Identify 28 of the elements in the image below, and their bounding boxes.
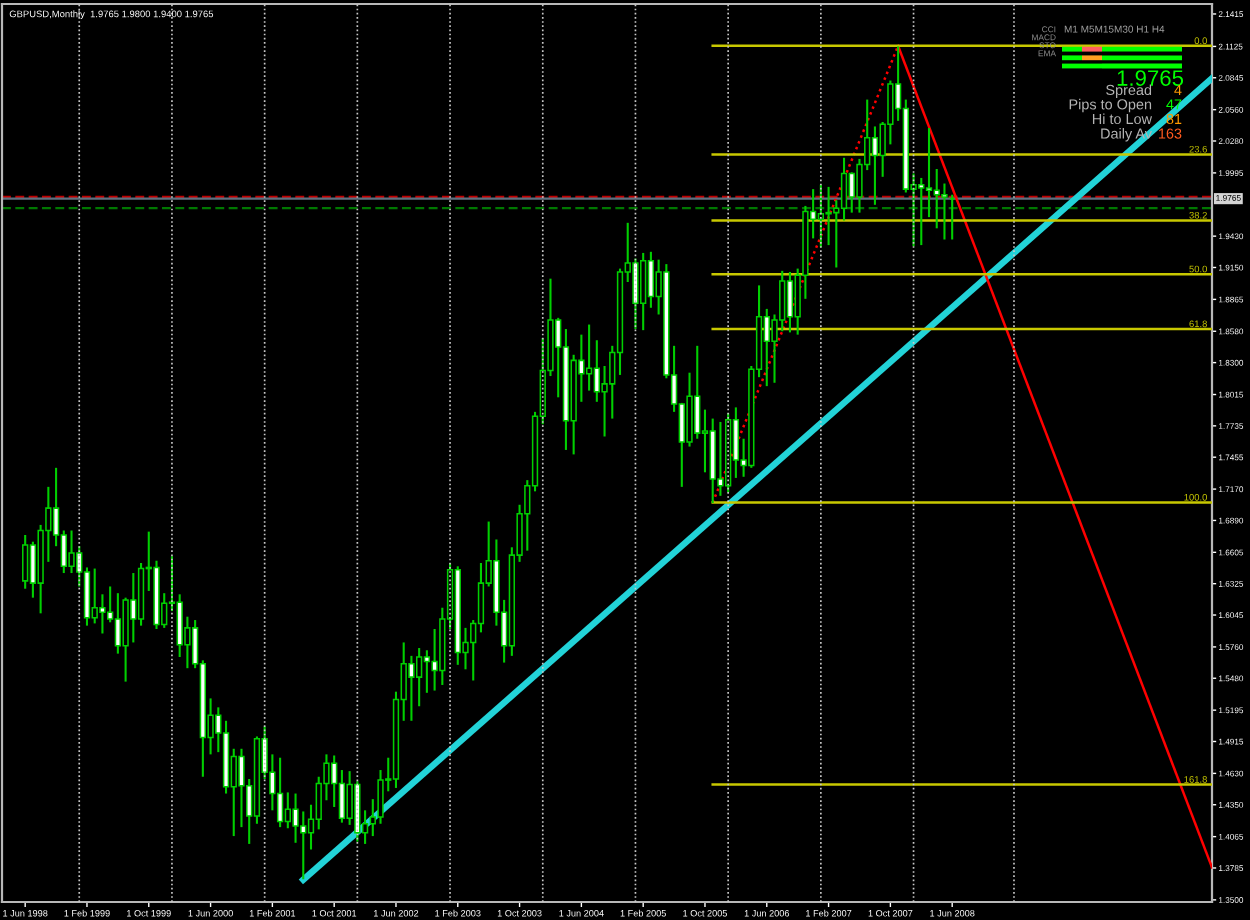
candlestick <box>346 770 353 826</box>
candlestick <box>848 171 855 214</box>
candlestick <box>732 406 740 479</box>
candlestick <box>640 251 647 332</box>
candlestick <box>68 529 75 575</box>
candlestick <box>338 769 346 824</box>
candlestick <box>647 250 655 309</box>
candlestick <box>918 176 925 247</box>
candlestick <box>593 339 600 403</box>
candlestick <box>22 533 29 590</box>
candlestick <box>408 654 415 722</box>
candlestick <box>276 756 284 829</box>
candlestick <box>423 649 431 694</box>
candlestick <box>925 126 933 219</box>
candlestick <box>91 567 98 625</box>
annotation: 1.9765 <box>1117 70 1184 86</box>
candlestick <box>786 270 794 334</box>
candlestick <box>130 572 137 644</box>
candlestick <box>284 791 291 830</box>
candlestick <box>717 420 724 497</box>
candlestick <box>871 125 879 206</box>
candlestick <box>585 323 593 392</box>
candlestick <box>694 344 701 440</box>
candlestick <box>840 156 848 222</box>
candlestick <box>415 646 423 708</box>
candlestick <box>114 592 122 655</box>
candlestick <box>763 307 770 388</box>
candlestick <box>99 593 106 635</box>
